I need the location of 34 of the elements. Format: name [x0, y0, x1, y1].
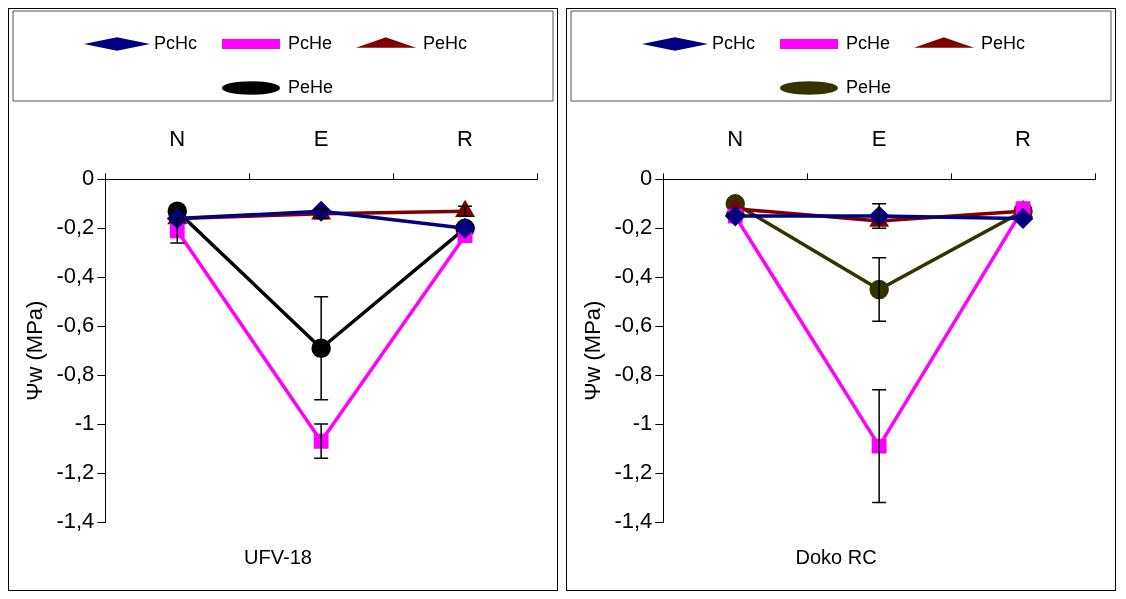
y-tick-label: 0	[82, 165, 95, 191]
y-tick-label: -0,6	[56, 312, 95, 338]
x-tick-label: N	[727, 126, 744, 152]
x-tick-label: R	[1015, 126, 1031, 152]
x-tick-label: N	[169, 126, 186, 152]
legend-label: PcHe	[287, 32, 332, 53]
y-tick-label: -1,2	[56, 459, 95, 485]
text: Doko RC	[795, 545, 877, 568]
y-tick-label: -1	[74, 410, 95, 436]
legend-label: PeHc	[981, 32, 1026, 53]
y-tick-label: 0	[640, 165, 653, 191]
y-tick-label: -1	[632, 410, 653, 436]
y-axis-title: Ψw (MPa)	[22, 300, 48, 401]
x-tick-label: R	[457, 126, 473, 152]
y-tick-label: -0,8	[56, 361, 95, 387]
y-tick-label: -1,2	[614, 459, 653, 485]
x-tick-label: E	[871, 126, 887, 152]
x-tick-label: E	[313, 126, 329, 152]
y-tick-label: -0,2	[614, 214, 653, 240]
y-tick-label: -0,6	[614, 312, 653, 338]
legend-label: PeHe	[845, 76, 892, 97]
y-tick-label: -0,8	[614, 361, 653, 387]
legend-label: PcHc	[711, 32, 755, 53]
text: UFV-18	[244, 545, 312, 568]
legend-label: PcHe	[845, 32, 890, 53]
y-tick-label: -1,4	[56, 508, 95, 534]
legend-label: PeHc	[423, 32, 468, 53]
legend-label: PcHc	[153, 32, 197, 53]
y-tick-label: -0,2	[56, 214, 95, 240]
y-tick-label: -1,4	[614, 508, 653, 534]
legend-label: PeHe	[287, 76, 334, 97]
y-tick-label: -0,4	[614, 263, 653, 289]
y-axis-title: Ψw (MPa)	[580, 300, 606, 401]
y-tick-label: -0,4	[56, 263, 95, 289]
